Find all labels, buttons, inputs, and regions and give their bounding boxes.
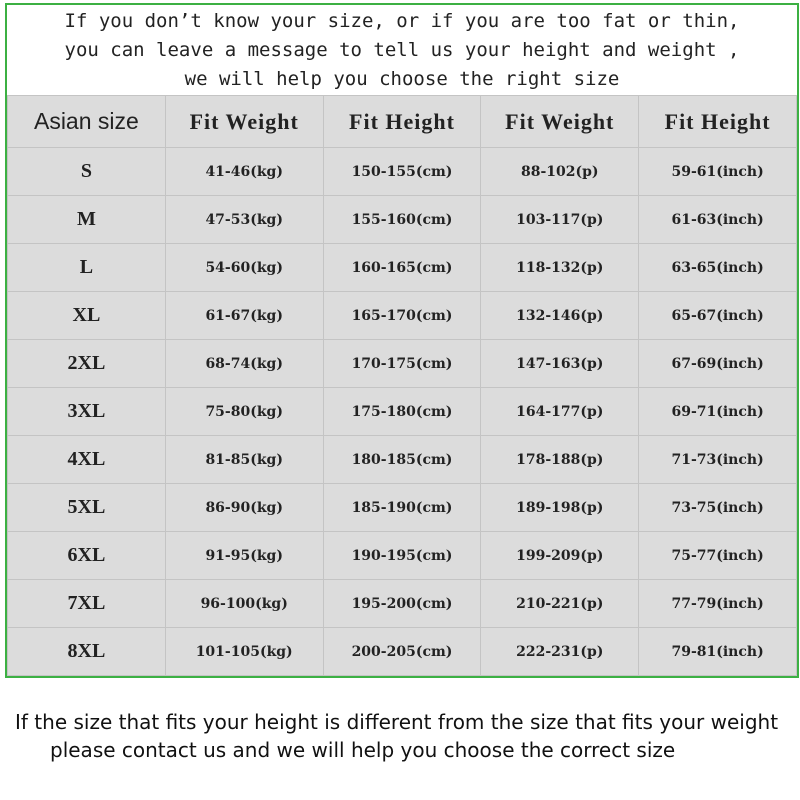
note-line: please contact us and we will help you c… bbox=[50, 738, 676, 762]
table-cell: 63-65(inch) bbox=[638, 243, 797, 292]
table-cell: 81-85(kg) bbox=[164, 435, 324, 484]
table-cell: 73-75(inch) bbox=[638, 483, 797, 532]
table-cell: 75-77(inch) bbox=[638, 531, 797, 580]
table-cell: 222-231(p) bbox=[480, 627, 640, 676]
table-cell: 61-63(inch) bbox=[638, 195, 797, 244]
table-row: 3XL 75-80(kg) 175-180(cm) 164-177(p) 69-71(i… bbox=[7, 387, 797, 436]
note-line: If the size that fits your height is dif… bbox=[15, 710, 779, 734]
table-cell: 210-221(p) bbox=[480, 579, 640, 628]
table-cell: 67-69(inch) bbox=[638, 339, 797, 388]
table-row: 5XL 86-90(kg) 185-190(cm) 189-198(p) 73-75(i… bbox=[7, 483, 797, 532]
size-label: L bbox=[7, 243, 166, 292]
table-cell: 86-90(kg) bbox=[164, 483, 324, 532]
table-cell: 170-175(cm) bbox=[322, 339, 482, 388]
table-cell: 190-195(cm) bbox=[322, 531, 482, 580]
table-cell: 101-105(kg) bbox=[164, 627, 324, 676]
column-header: Fit Weight bbox=[164, 95, 324, 148]
size-chart: If you don’t know your size, or if you a… bbox=[5, 3, 799, 678]
table-cell: 180-185(cm) bbox=[322, 435, 482, 484]
size-label: 3XL bbox=[7, 387, 166, 436]
table-cell: 150-155(cm) bbox=[322, 147, 482, 196]
table-cell: 79-81(inch) bbox=[638, 627, 797, 676]
size-label: 7XL bbox=[7, 579, 166, 628]
size-label: M bbox=[7, 195, 166, 244]
table-row: M 47-53(kg) 155-160(cm) 103-117(p) 61-63(inc… bbox=[7, 195, 797, 244]
table-cell: 41-46(kg) bbox=[164, 147, 324, 196]
intro-line: you can leave a message to tell us your … bbox=[64, 39, 740, 61]
size-label: XL bbox=[7, 291, 166, 340]
table-row: XL 61-67(kg) 165-170(cm) 132-146(p) 65-67(in… bbox=[7, 291, 797, 340]
table-row: 6XL 91-95(kg) 190-195(cm) 199-209(p) 75-77(i… bbox=[7, 531, 797, 580]
table-cell: 165-170(cm) bbox=[322, 291, 482, 340]
table-row: 4XL 81-85(kg) 180-185(cm) 178-188(p) 71-73(i… bbox=[7, 435, 797, 484]
intro-line: we will help you choose the right size bbox=[184, 68, 620, 90]
header-row: Asian size Fit Weight Fit Height Fit Weight… bbox=[7, 95, 797, 148]
size-label: 8XL bbox=[7, 627, 166, 676]
table-row: S 41-46(kg) 150-155(cm) 88-102(p) 59-61(inch… bbox=[7, 147, 797, 196]
column-header: Fit Height bbox=[322, 95, 482, 148]
table-cell: 160-165(cm) bbox=[322, 243, 482, 292]
table-cell: 68-74(kg) bbox=[164, 339, 324, 388]
size-label: 2XL bbox=[7, 339, 166, 388]
table-cell: 175-180(cm) bbox=[322, 387, 482, 436]
table-cell: 178-188(p) bbox=[480, 435, 640, 484]
size-label: S bbox=[7, 147, 166, 196]
column-header: Asian size bbox=[7, 95, 166, 148]
size-label: 6XL bbox=[7, 531, 166, 580]
table-cell: 47-53(kg) bbox=[164, 195, 324, 244]
table-row: L 54-60(kg) 160-165(cm) 118-132(p) 63-65(inc… bbox=[7, 243, 797, 292]
table-row: 8XL 101-105(kg) 200-205(cm) 222-231(p) 79-81… bbox=[7, 627, 797, 676]
column-header: Fit Weight bbox=[480, 95, 640, 148]
table-cell: 65-67(inch) bbox=[638, 291, 797, 340]
table-cell: 103-117(p) bbox=[480, 195, 640, 244]
table-cell: 75-80(kg) bbox=[164, 387, 324, 436]
table-cell: 71-73(inch) bbox=[638, 435, 797, 484]
intro-line: If you don’t know your size, or if you a… bbox=[64, 10, 740, 32]
table-row: 7XL 96-100(kg) 195-200(cm) 210-221(p) 77-79(… bbox=[7, 579, 797, 628]
intro-text: If you don’t know your size, or if you a… bbox=[7, 5, 797, 95]
table-cell: 69-71(inch) bbox=[638, 387, 797, 436]
table-cell: 199-209(p) bbox=[480, 531, 640, 580]
table-cell: 61-67(kg) bbox=[164, 291, 324, 340]
size-table: Asian size Fit Weight Fit Height Fit Weight… bbox=[7, 95, 797, 676]
table-cell: 88-102(p) bbox=[480, 147, 640, 196]
table-row: 2XL 68-74(kg) 170-175(cm) 147-163(p) 67-69(i… bbox=[7, 339, 797, 388]
table-cell: 77-79(inch) bbox=[638, 579, 797, 628]
table-cell: 147-163(p) bbox=[480, 339, 640, 388]
column-header: Fit Height bbox=[638, 95, 797, 148]
size-label: 5XL bbox=[7, 483, 166, 532]
table-cell: 189-198(p) bbox=[480, 483, 640, 532]
table-cell: 54-60(kg) bbox=[164, 243, 324, 292]
footer-note: If the size that fits your height is dif… bbox=[0, 708, 800, 764]
table-cell: 132-146(p) bbox=[480, 291, 640, 340]
table-cell: 118-132(p) bbox=[480, 243, 640, 292]
table-cell: 200-205(cm) bbox=[322, 627, 482, 676]
size-label: 4XL bbox=[7, 435, 166, 484]
table-cell: 195-200(cm) bbox=[322, 579, 482, 628]
table-cell: 96-100(kg) bbox=[164, 579, 324, 628]
table-cell: 155-160(cm) bbox=[322, 195, 482, 244]
table-cell: 91-95(kg) bbox=[164, 531, 324, 580]
table-cell: 59-61(inch) bbox=[638, 147, 797, 196]
table-cell: 185-190(cm) bbox=[322, 483, 482, 532]
table-cell: 164-177(p) bbox=[480, 387, 640, 436]
